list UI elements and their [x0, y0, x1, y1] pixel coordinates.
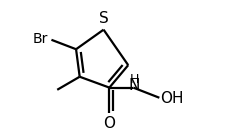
Text: N: N — [128, 78, 139, 93]
Text: S: S — [99, 11, 108, 26]
Text: O: O — [103, 116, 115, 131]
Text: H: H — [129, 73, 138, 86]
Text: OH: OH — [159, 91, 183, 106]
Text: Br: Br — [32, 32, 48, 46]
